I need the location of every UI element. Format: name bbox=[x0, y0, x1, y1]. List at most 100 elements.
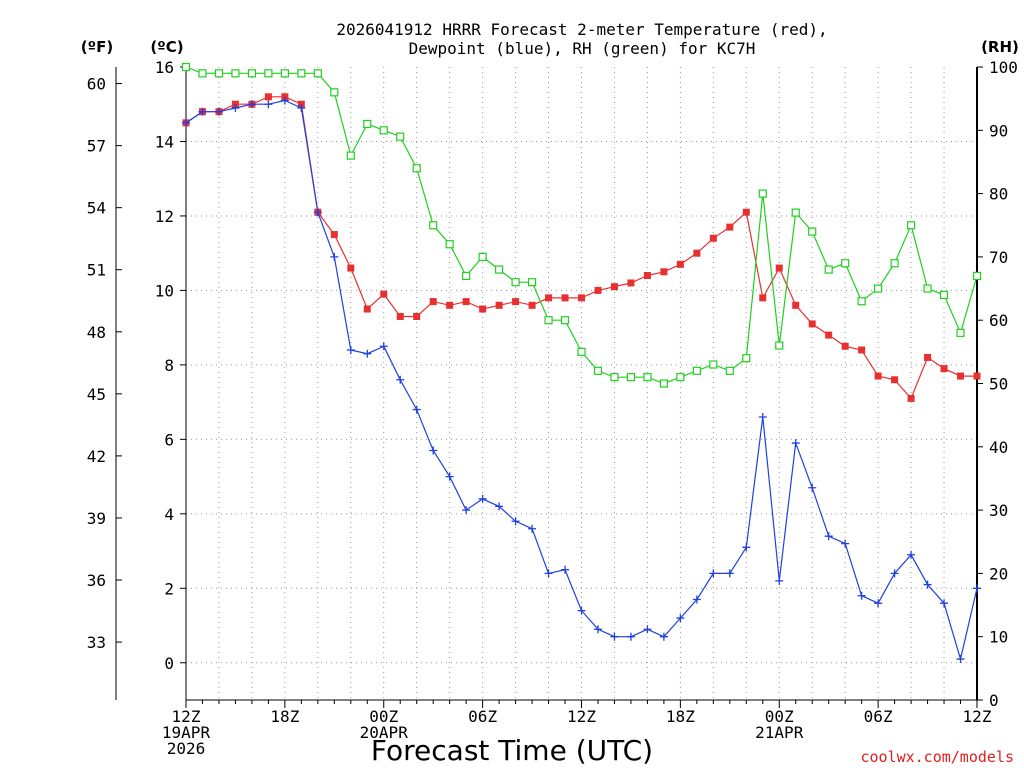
rh-tick-label: 100 bbox=[989, 58, 1018, 77]
dewpoint-point bbox=[363, 349, 372, 358]
rh-point bbox=[775, 341, 784, 350]
rh-tick-label: 30 bbox=[989, 501, 1008, 520]
fahrenheit-tick-label: 60 bbox=[87, 75, 106, 94]
fahrenheit-tick-label: 48 bbox=[87, 323, 106, 342]
rh-point bbox=[890, 259, 899, 268]
rh-tick-label: 50 bbox=[989, 375, 1008, 394]
temperature-point bbox=[841, 342, 849, 350]
temperature-point bbox=[610, 283, 618, 291]
x-tick-label: 12Z bbox=[172, 707, 201, 726]
temperature-point bbox=[396, 312, 404, 320]
rh-point bbox=[939, 290, 949, 299]
temperature-point bbox=[264, 93, 272, 101]
rh-point bbox=[692, 366, 701, 375]
rh-point bbox=[906, 221, 916, 230]
dewpoint-point bbox=[775, 576, 784, 585]
dewpoint-point bbox=[429, 446, 438, 455]
rh-point bbox=[198, 69, 207, 78]
rh-tick-label: 90 bbox=[989, 121, 1008, 140]
temperature-point bbox=[825, 331, 833, 339]
dewpoint-point bbox=[462, 506, 471, 515]
x-tick-label: 00Z bbox=[765, 707, 794, 726]
rh-tick-label: 60 bbox=[989, 311, 1008, 330]
fahrenheit-tick-label: 39 bbox=[87, 509, 106, 528]
celsius-tick-label: 4 bbox=[164, 505, 174, 524]
dewpoint-point bbox=[824, 532, 833, 541]
temperature-point bbox=[742, 208, 750, 216]
celsius-tick-label: 2 bbox=[164, 579, 174, 598]
dewpoint-point bbox=[907, 550, 916, 559]
data-series bbox=[181, 62, 982, 664]
dewpoint-point bbox=[874, 599, 883, 608]
temperature-point bbox=[347, 264, 355, 272]
celsius-tick-label: 10 bbox=[155, 281, 174, 300]
dewpoint-point bbox=[659, 632, 668, 641]
rh-point bbox=[396, 132, 405, 141]
dewpoint-point bbox=[561, 565, 570, 574]
dewpoint-line bbox=[185, 99, 978, 662]
dewpoint-point bbox=[182, 118, 190, 127]
rh-tick-label: 40 bbox=[989, 438, 1008, 457]
rh-point bbox=[659, 379, 668, 388]
dewpoint-point bbox=[956, 655, 965, 664]
rh-point bbox=[808, 227, 817, 236]
rh-tick-label: 10 bbox=[989, 628, 1008, 647]
rh-tick-label: 80 bbox=[989, 185, 1008, 204]
temperature-point bbox=[759, 294, 767, 302]
dewpoint-point bbox=[692, 595, 701, 604]
rh-point bbox=[181, 62, 191, 72]
dewpoint-point bbox=[593, 625, 602, 634]
rh-point bbox=[610, 373, 619, 382]
series-rh bbox=[181, 62, 982, 388]
temperature-point bbox=[462, 298, 470, 306]
temperature-point bbox=[413, 312, 421, 320]
dewpoint-point bbox=[973, 584, 981, 593]
dewpoint-point bbox=[643, 625, 652, 634]
temperature-point bbox=[808, 320, 816, 328]
chart-title-line-2: Dewpoint (blue), RH (green) for KC7H bbox=[409, 39, 756, 58]
celsius-tick-label: 6 bbox=[164, 430, 174, 449]
dewpoint-point bbox=[379, 342, 388, 351]
x-axis-label: Forecast Time (UTC) bbox=[371, 734, 653, 767]
rh-point bbox=[593, 366, 603, 375]
temperature-point bbox=[578, 294, 585, 302]
fahrenheit-tick-label: 54 bbox=[87, 199, 106, 218]
dewpoint-point bbox=[742, 543, 751, 552]
x-tick-label: 00Z bbox=[369, 707, 398, 726]
rh-point bbox=[297, 69, 306, 78]
rh-point bbox=[824, 265, 833, 274]
rh-point bbox=[758, 189, 767, 198]
temperature-point bbox=[545, 294, 553, 302]
dewpoint-point bbox=[626, 632, 635, 641]
temperature-point bbox=[891, 376, 899, 384]
temperature-point bbox=[446, 301, 454, 309]
temperature-point bbox=[709, 234, 717, 242]
x-tick-label: 06Z bbox=[864, 707, 893, 726]
temperature-point bbox=[874, 372, 882, 380]
dewpoint-point bbox=[478, 494, 487, 503]
rh-point bbox=[247, 69, 257, 78]
rh-point bbox=[841, 259, 850, 268]
temperature-point bbox=[380, 290, 388, 298]
rh-point bbox=[956, 328, 965, 337]
rh-point bbox=[445, 240, 454, 249]
temperature-point bbox=[907, 394, 915, 402]
dewpoint-point bbox=[330, 252, 339, 261]
celsius-tick-label: 0 bbox=[164, 654, 174, 673]
dewpoint-point bbox=[528, 524, 537, 533]
dewpoint-point bbox=[709, 569, 718, 578]
grid-lines bbox=[186, 67, 977, 700]
x-tick-label: 20APR bbox=[360, 723, 409, 742]
rh-point bbox=[214, 69, 224, 78]
rh-point bbox=[577, 347, 586, 356]
x-tick-label: 12Z bbox=[567, 707, 596, 726]
dewpoint-point bbox=[346, 345, 355, 354]
temperature-point bbox=[528, 301, 536, 309]
dewpoint-point bbox=[313, 208, 322, 217]
credit-label: coolwx.com/models bbox=[860, 748, 1014, 766]
dewpoint-point bbox=[214, 107, 223, 116]
dewpoint-point bbox=[264, 100, 273, 109]
temperature-point bbox=[973, 372, 981, 380]
dewpoint-point bbox=[857, 591, 866, 600]
